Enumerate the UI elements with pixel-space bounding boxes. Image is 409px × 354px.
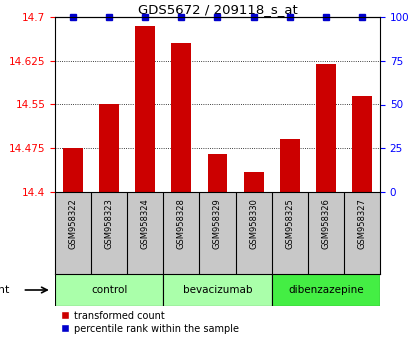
Bar	[351, 96, 371, 192]
Bar	[243, 172, 263, 192]
Text: GSM958324: GSM958324	[140, 199, 149, 249]
Text: GSM958328: GSM958328	[176, 199, 185, 250]
Bar	[271, 274, 379, 306]
Text: GSM958322: GSM958322	[68, 199, 77, 249]
Text: bevacizumab: bevacizumab	[182, 285, 252, 295]
Bar	[55, 274, 163, 306]
Bar	[279, 139, 299, 192]
Text: control: control	[91, 285, 127, 295]
Text: GSM958325: GSM958325	[285, 199, 294, 249]
Text: GSM958329: GSM958329	[213, 199, 221, 249]
Text: GSM958326: GSM958326	[321, 199, 330, 250]
Bar	[163, 274, 271, 306]
Text: GSM958323: GSM958323	[104, 199, 113, 250]
Title: GDS5672 / 209118_s_at: GDS5672 / 209118_s_at	[137, 3, 297, 16]
Bar	[171, 43, 191, 192]
Text: GSM958330: GSM958330	[249, 199, 258, 250]
Legend: transformed count, percentile rank within the sample: transformed count, percentile rank withi…	[60, 311, 239, 334]
Bar	[207, 154, 227, 192]
Bar	[135, 26, 155, 192]
Bar	[99, 104, 119, 192]
Bar	[63, 148, 83, 192]
Text: dibenzazepine: dibenzazepine	[287, 285, 363, 295]
Text: GSM958327: GSM958327	[357, 199, 366, 250]
Bar	[315, 64, 335, 192]
Text: agent: agent	[0, 285, 9, 295]
